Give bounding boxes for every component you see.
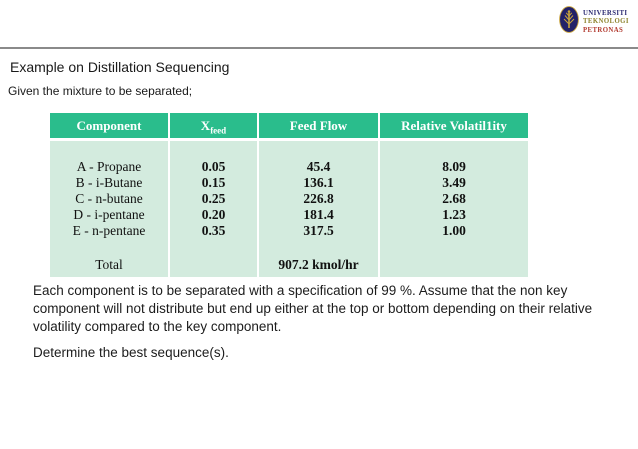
utp-logo-text: UNIVERSITI TEKNOLOGI PETRONAS	[583, 6, 629, 35]
xfeed-values: 0.05 0.15 0.25 0.20 0.35	[201, 159, 226, 238]
logo-line-teknologi: TEKNOLOGI	[583, 18, 629, 26]
determine-instruction: Determine the best sequence(s).	[33, 345, 229, 360]
column-xfeed: 0.05 0.15 0.25 0.20 0.35	[170, 141, 257, 277]
table-header-row: Component Xfeed Feed Flow Relative Volat…	[50, 113, 528, 138]
utp-logo: UNIVERSITI TEKNOLOGI PETRONAS	[559, 6, 629, 35]
header-relative-volatility: Relative Volatil1ity	[380, 113, 528, 138]
problem-line-1: Each component is to be separated with a…	[33, 283, 568, 298]
problem-line-2: component will not distribute but end up…	[33, 301, 593, 316]
problem-statement: Each component is to be separated with a…	[33, 282, 592, 336]
total-value: 907.2 kmol/hr	[278, 257, 359, 272]
logo-line-universiti: UNIVERSITI	[583, 10, 628, 17]
header-component: Component	[50, 113, 168, 138]
volatility-values: 8.09 3.49 2.68 1.23 1.00	[442, 159, 466, 238]
column-volatility: 8.09 3.49 2.68 1.23 1.00	[380, 141, 528, 277]
header-xfeed: Xfeed	[170, 113, 257, 138]
utp-emblem-icon	[559, 6, 579, 33]
feed-flow-values: 45.4 136.1 226.8 181.4 317.5	[303, 159, 334, 238]
problem-line-3: volatility compared to the key component…	[33, 319, 282, 334]
column-component: A - Propane B - i-Butane C - n-butane D - i…	[50, 141, 168, 277]
top-divider-line	[0, 47, 638, 49]
component-table: Component Xfeed Feed Flow Relative Volat…	[50, 113, 528, 277]
column-feed-flow: 45.4 136.1 226.8 181.4 317.5 907.2 kmol/hr	[259, 141, 378, 277]
logo-line-petronas: PETRONAS	[583, 26, 624, 34]
page-title: Example on Distillation Sequencing	[10, 59, 230, 75]
component-values: A - Propane B - i-Butane C - n-butane D - i…	[72, 159, 146, 238]
header-feed-flow: Feed Flow	[259, 113, 378, 138]
page-subtitle: Given the mixture to be separated;	[8, 84, 193, 98]
table-body: A - Propane B - i-Butane C - n-butane D - i…	[50, 141, 528, 277]
total-label: Total	[95, 257, 123, 272]
